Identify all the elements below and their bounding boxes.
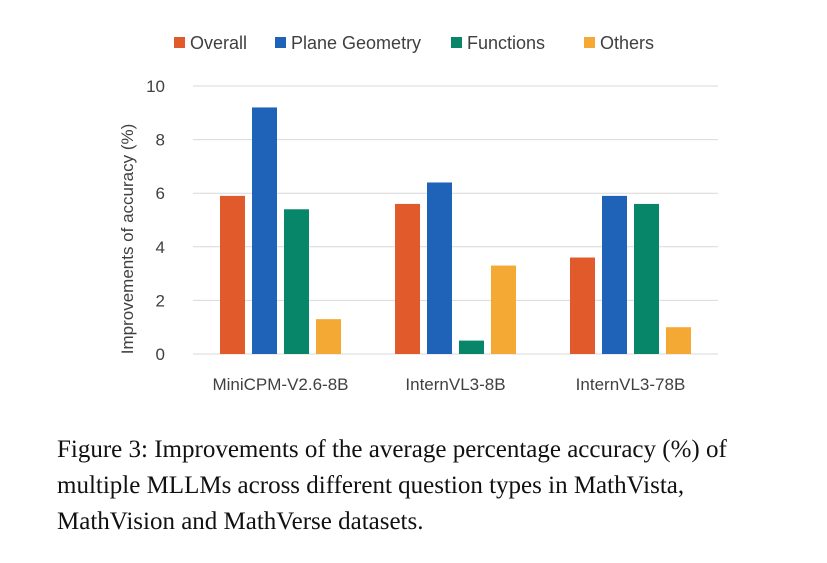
- bar-others: [666, 327, 691, 354]
- bars: [220, 107, 691, 354]
- legend: Overall Plane Geometry Functions Others: [174, 33, 654, 53]
- y-tick-label: 6: [156, 184, 165, 203]
- x-axis-categories: MiniCPM-V2.6-8B InternVL3-8B InternVL3-78B: [212, 375, 685, 394]
- bar-plane-geometry: [602, 195, 627, 354]
- y-tick-label: 2: [156, 291, 165, 310]
- bar-others: [491, 265, 516, 354]
- legend-swatch: [584, 37, 595, 48]
- y-tick-label: 8: [156, 131, 165, 150]
- bar-chart: 0 2 4 6 8 10 MiniCPM-V2.6-8B InternVL3-8B Inter…: [88, 14, 740, 406]
- legend-label: Others: [600, 33, 654, 53]
- y-tick-label: 10: [146, 77, 165, 96]
- y-axis-ticks: 0 2 4 6 8 10: [146, 77, 165, 364]
- x-category-label: InternVL3-78B: [576, 375, 686, 394]
- bar-others: [316, 319, 341, 354]
- legend-swatch: [275, 37, 286, 48]
- legend-label: Overall: [190, 33, 247, 53]
- bar-plane-geometry: [427, 182, 452, 354]
- legend-swatch: [451, 37, 462, 48]
- y-tick-label: 0: [156, 345, 165, 364]
- legend-label: Functions: [467, 33, 545, 53]
- y-axis-title: Improvements of accuracy (%): [118, 124, 137, 355]
- gridlines: [193, 85, 718, 355]
- bar-functions: [459, 340, 484, 354]
- y-tick-label: 4: [156, 238, 165, 257]
- bar-functions: [634, 203, 659, 354]
- bar-overall: [220, 195, 245, 354]
- legend-swatch: [174, 37, 185, 48]
- x-category-label: InternVL3-8B: [405, 375, 505, 394]
- bar-functions: [284, 209, 309, 354]
- figure-caption: Figure 3: Improvements of the average pe…: [57, 436, 727, 535]
- legend-label: Plane Geometry: [291, 33, 421, 53]
- bar-plane-geometry: [252, 107, 277, 354]
- bar-overall: [395, 203, 420, 354]
- x-category-label: MiniCPM-V2.6-8B: [212, 375, 348, 394]
- bar-overall: [570, 257, 595, 354]
